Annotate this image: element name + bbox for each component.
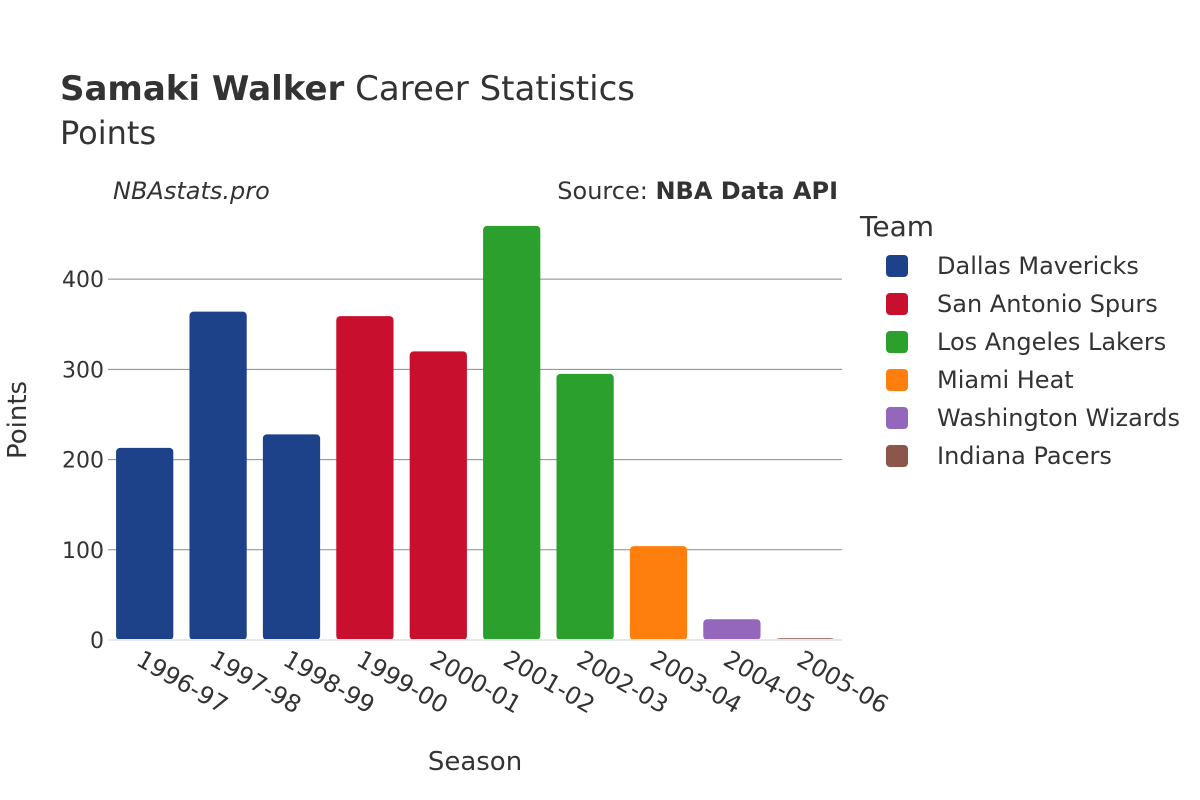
bar-2003-04[interactable]	[629, 546, 688, 640]
bar-2002-03[interactable]	[556, 373, 614, 640]
legend-swatch	[886, 369, 908, 391]
y-axis-title: Points	[3, 381, 33, 459]
legend-item[interactable]: Dallas Mavericks	[886, 252, 1139, 280]
bar-1996-97[interactable]	[116, 447, 174, 640]
chart-subtitle: Points	[60, 114, 156, 152]
x-axis-ticks: 1996-971997-981998-991999-002000-012001-…	[132, 645, 893, 719]
title-player-name: Samaki Walker	[60, 69, 345, 109]
legend-item[interactable]: Indiana Pacers	[886, 442, 1112, 470]
y-axis-ticks: 0 100 200 300 400	[62, 268, 104, 654]
source-credit: Source: NBA Data API	[557, 177, 838, 205]
legend-item[interactable]: Los Angeles Lakers	[886, 328, 1166, 356]
legend-label: Indiana Pacers	[937, 442, 1112, 470]
source-prefix: Source:	[557, 177, 655, 205]
legend-item[interactable]: Miami Heat	[886, 366, 1074, 394]
legend: Dallas Mavericks San Antonio Spurs Los Ang…	[886, 252, 1180, 470]
legend-label: Washington Wizards	[937, 404, 1180, 432]
legend-swatch	[886, 331, 908, 353]
watermark: NBAstats.pro	[113, 177, 270, 205]
legend-title: Team	[859, 210, 934, 243]
legend-item[interactable]: San Antonio Spurs	[886, 290, 1158, 318]
legend-swatch	[886, 255, 908, 277]
bar-2001-02[interactable]	[483, 225, 541, 640]
y-tick-label: 300	[62, 358, 104, 383]
legend-item[interactable]: Washington Wizards	[886, 404, 1180, 432]
legend-swatch	[886, 445, 908, 467]
y-tick-label: 100	[62, 539, 104, 564]
y-tick-label: 400	[62, 268, 104, 293]
chart-title: Samaki Walker Career Statistics	[60, 69, 635, 109]
bar-2004-05[interactable]	[703, 619, 761, 640]
bars	[116, 225, 834, 640]
legend-label: Miami Heat	[937, 366, 1074, 394]
legend-label: San Antonio Spurs	[937, 290, 1158, 318]
legend-swatch	[886, 293, 908, 315]
legend-label: Los Angeles Lakers	[937, 328, 1166, 356]
bar-1998-99[interactable]	[262, 434, 321, 640]
bar-1999-00[interactable]	[336, 316, 394, 640]
title-rest: Career Statistics	[344, 69, 635, 109]
source-name: NBA Data API	[655, 177, 838, 205]
y-tick-label: 200	[62, 449, 104, 474]
legend-label: Dallas Mavericks	[937, 252, 1139, 280]
x-axis-title: Season	[428, 747, 522, 777]
bar-1997-98[interactable]	[189, 311, 247, 640]
y-tick-label: 0	[90, 629, 104, 654]
bar-2000-01[interactable]	[409, 351, 467, 640]
legend-swatch	[886, 407, 908, 429]
